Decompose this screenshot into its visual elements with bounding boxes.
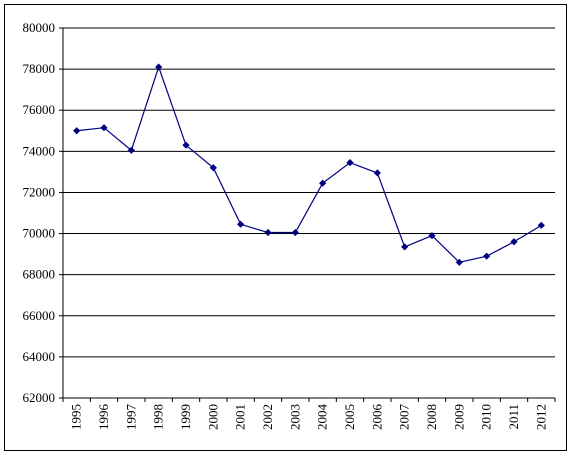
x-tick-label: 2010: [479, 404, 494, 430]
series: [73, 63, 545, 266]
y-tick-label: 80000: [23, 20, 56, 35]
data-point-marker: [455, 258, 463, 266]
x-tick-labels: 1995 1996 1997 1998 1999 2000 2001 2002 2003 2004…: [69, 404, 549, 431]
data-point-marker: [264, 228, 272, 237]
y-tick-label: 64000: [23, 349, 56, 364]
series-line: [76, 65, 542, 263]
x-tick-label: 1998: [151, 404, 166, 430]
x-tick-label: 2012: [533, 404, 548, 430]
gridlines: [63, 27, 555, 358]
data-point-marker: [100, 124, 108, 132]
data-point-marker: [291, 228, 299, 237]
x-tick-label: 1997: [123, 404, 138, 431]
x-tick-label: 2006: [369, 404, 384, 431]
data-point-marker: [319, 179, 327, 187]
y-tick-label: 78000: [23, 61, 56, 76]
data-point-marker: [237, 220, 245, 228]
x-tick-label: 2002: [260, 404, 275, 430]
y-tick-label: 76000: [23, 102, 56, 117]
data-point-marker: [373, 169, 381, 177]
data-point-marker: [182, 141, 190, 149]
y-tick-label: 66000: [23, 308, 56, 323]
y-tick-label: 62000: [23, 390, 56, 405]
x-tick-label: 2000: [205, 404, 220, 430]
data-point-marker: [346, 159, 354, 167]
x-tick-label: 2009: [451, 404, 466, 430]
chart-frame: [4, 4, 567, 451]
x-tick-label: 2011: [506, 404, 521, 430]
data-point-marker: [73, 127, 81, 135]
data-point-marker: [510, 238, 518, 246]
y-tick-label: 74000: [23, 143, 56, 158]
x-tick-label: 2008: [424, 404, 439, 430]
x-tick-label: 2004: [315, 404, 330, 431]
data-point-marker: [483, 252, 491, 260]
x-tick-label: 2001: [233, 404, 248, 430]
x-tick-label: 1999: [178, 404, 193, 430]
y-tick-labels: 62000 64000 66000 68000 70000 72000 74000 76000…: [23, 20, 56, 405]
x-tick-label: 1995: [69, 404, 84, 430]
y-tick-label: 72000: [23, 184, 56, 199]
data-point-marker: [428, 232, 436, 240]
x-tick-label: 2005: [342, 404, 357, 430]
data-point-marker: [537, 221, 545, 229]
data-point-marker: [209, 164, 217, 172]
x-tick-label: 2007: [397, 404, 412, 431]
axes: [59, 27, 556, 402]
y-tick-label: 68000: [23, 267, 56, 282]
data-point-marker: [401, 243, 409, 251]
y-tick-label: 70000: [23, 226, 56, 241]
data-point-marker: [127, 146, 135, 154]
data-point-marker: [155, 63, 163, 71]
x-tick-label: 1996: [96, 404, 111, 431]
x-tick-label: 2003: [287, 404, 302, 430]
